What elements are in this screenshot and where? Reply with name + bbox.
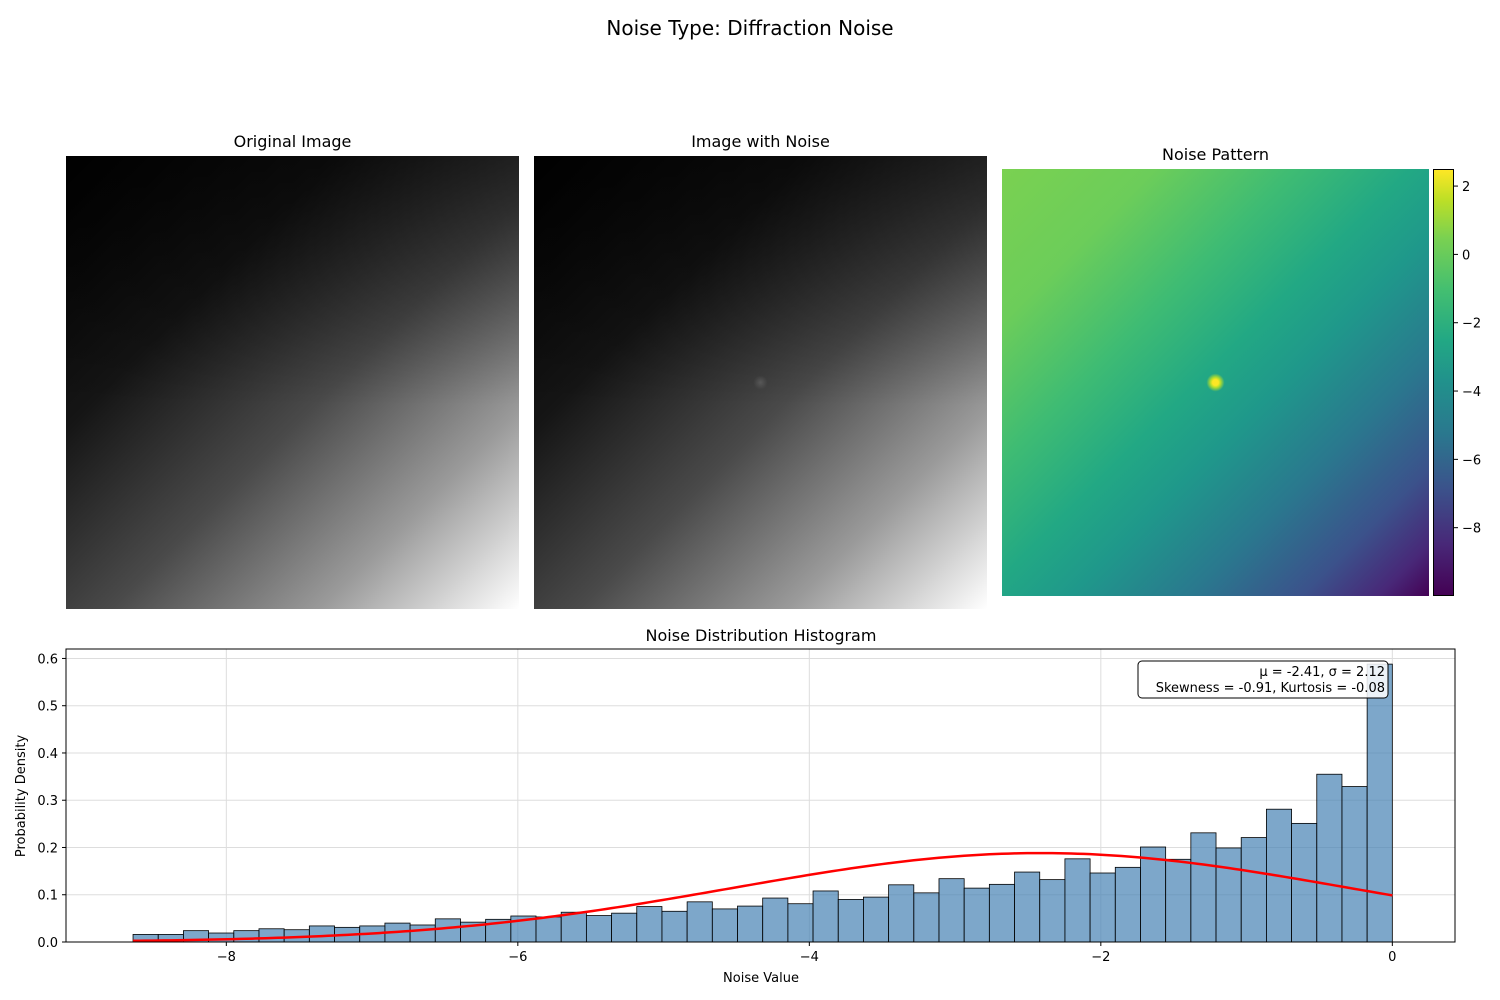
histogram-bar [963,887,990,943]
histogram-bar [1240,837,1267,943]
histogram-bar [661,910,688,943]
histogram-bar [913,892,940,943]
y-tick-label: 0.1 [37,889,58,904]
figure-title: Noise Type: Diffraction Noise [606,16,894,40]
y-tick-label: 0.3 [37,794,58,809]
axes-frame [65,648,1456,943]
original-image-title: Original Image [233,132,352,151]
colorbar-tick-label: −2 [1462,317,1481,332]
noisy-image-title: Image with Noise [691,132,830,151]
histogram-bar [938,878,965,943]
y-tick-label: 0.5 [37,700,58,715]
histogram-bar [1039,879,1066,943]
histogram-bar [686,901,713,943]
x-tick-label: −4 [800,950,819,965]
histogram-bar [837,899,864,943]
histogram-bar [787,903,814,943]
y-tick-label: 0.6 [37,652,58,667]
y-tick-label: 0.0 [37,936,58,951]
histogram-bar [762,897,789,943]
colorbar-tick-label: 2 [1462,180,1470,195]
colorbar-tick-label: 0 [1462,248,1470,263]
histogram-bar [1064,858,1091,943]
histogram-bar [233,930,260,943]
histogram-title: Noise Distribution Histogram [646,626,877,645]
histogram-bar [1114,866,1141,943]
histogram-bar [535,916,562,943]
histogram-bar [636,906,663,943]
original-image [66,156,519,609]
y-axis-label: Probability Density [14,735,29,858]
colorbar-tick-label: −6 [1462,453,1481,468]
stats-skew-kurtosis: Skewness = -0.91, Kurtosis = -0.08 [1156,681,1385,696]
histogram-bar [434,918,461,943]
histogram-bars [132,663,1393,943]
colorbar-tick-label: −4 [1462,385,1481,400]
histogram-bar [560,911,587,943]
histogram-bar [1366,663,1393,943]
histogram-bar [711,908,738,943]
noise-pattern-title: Noise Pattern [1161,145,1270,164]
stats-mean-sigma: μ = -2.41, σ = 2.12 [1259,665,1385,680]
x-tick-label: 0 [1388,950,1396,965]
colorbar-axis: 2 0 −2 −4 −6 −8 [1454,180,1481,537]
histogram-bar [1190,832,1217,943]
histogram-bar [1316,773,1343,943]
histogram-bar [1341,786,1368,943]
x-axis-label: Noise Value [723,971,799,986]
stats-box: μ = -2.41, σ = 2.12 Skewness = -0.91, Ku… [1137,660,1389,699]
histogram-bar [1089,872,1116,943]
histogram-bar [585,915,612,943]
histogram-bar [863,896,890,943]
histogram-bar [812,890,839,943]
histogram-bar [308,925,335,943]
colorbar-tick-label: −8 [1462,522,1481,537]
histogram-bar [888,884,915,943]
x-tick-label: −2 [1091,950,1110,965]
histogram-chart: Noise Distribution Histogram −8 −6 −4 −2 0 0.… [14,626,1456,986]
histogram-bar [409,924,436,943]
noise-pattern-image [1002,169,1429,596]
x-tick-label: −6 [508,950,527,965]
y-tick-label: 0.4 [37,747,58,762]
x-tick-label: −8 [217,950,236,965]
histogram-bar [1215,847,1242,943]
normal-fit-curve [133,851,1393,943]
histogram-bar [1165,858,1192,943]
histogram-bar [988,883,1015,943]
y-tick-label: 0.2 [37,841,58,856]
noisy-image [534,156,987,609]
histogram-bar [258,928,285,943]
histogram-bar [737,905,764,943]
histogram-bar [611,912,638,943]
axis-ticks: −8 −6 −4 −2 0 0.0 0.1 0.2 0.3 0.4 0.5 0.6 [37,652,1396,965]
histogram-bar [1014,871,1041,943]
histogram-bar [1140,846,1167,943]
colorbar [1433,169,1454,596]
